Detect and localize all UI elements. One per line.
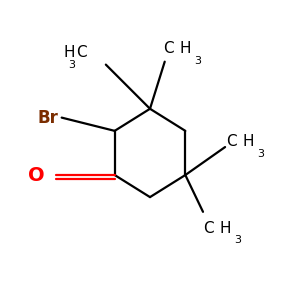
Text: C: C (226, 134, 237, 149)
Text: C: C (76, 45, 87, 60)
Text: C: C (203, 220, 214, 236)
Text: 3: 3 (194, 56, 201, 66)
Text: 3: 3 (68, 60, 75, 70)
Text: O: O (28, 166, 45, 184)
Text: Br: Br (38, 109, 59, 127)
Text: C: C (163, 41, 174, 56)
Text: 3: 3 (257, 148, 265, 158)
Text: H: H (243, 134, 254, 149)
Text: H: H (219, 220, 231, 236)
Text: H: H (63, 45, 75, 60)
Text: 3: 3 (234, 236, 241, 245)
Text: H: H (179, 41, 191, 56)
